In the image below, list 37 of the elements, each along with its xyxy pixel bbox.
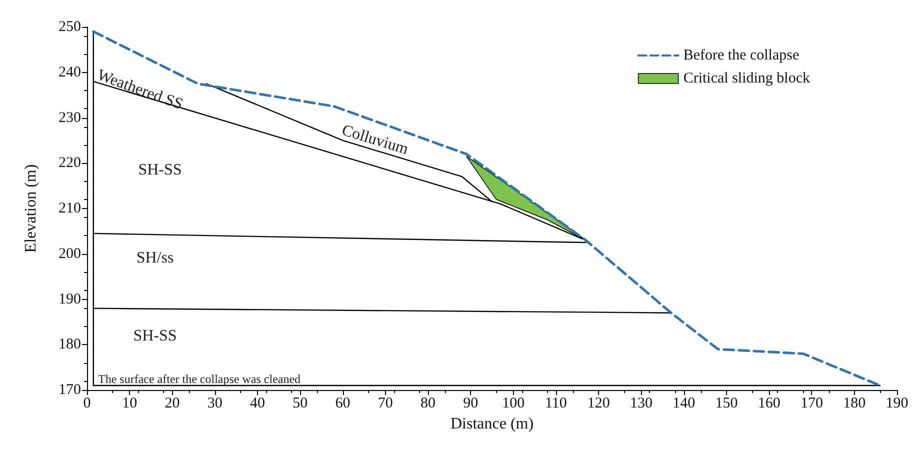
y-tick-label: 170 [58, 382, 81, 398]
x-tick-label: 40 [250, 396, 266, 412]
x-tick-label: 120 [587, 396, 610, 412]
y-axis-title: Elevation (m) [22, 164, 40, 253]
annotation: The surface after the collapse was cleaned [98, 372, 301, 386]
y-tick-label: 180 [58, 336, 81, 353]
x-tick-label: 150 [715, 396, 738, 412]
x-tick-label: 170 [800, 396, 823, 412]
x-tick-label: 90 [463, 396, 478, 412]
x-axis-title: Distance (m) [450, 415, 534, 432]
y-tick-label: 240 [58, 64, 81, 80]
x-tick-label: 160 [758, 396, 780, 412]
x-tick-label: 10 [122, 396, 138, 412]
y-tick-label: 220 [58, 155, 81, 172]
annotation: SH-SS [138, 162, 182, 178]
y-tick-label: 190 [58, 291, 81, 308]
x-tick-label: 100 [502, 396, 525, 412]
x-tick-label: 80 [420, 396, 436, 412]
x-tick-label: 0 [83, 396, 91, 412]
x-tick-label: 60 [335, 396, 350, 412]
y-tick-label: 230 [58, 110, 81, 126]
x-tick-label: 180 [843, 396, 866, 412]
x-tick-label: 140 [672, 396, 696, 412]
y-tick-label: 200 [58, 246, 81, 262]
x-tick-label: 20 [164, 396, 180, 412]
x-tick-label: 110 [544, 396, 567, 412]
legend-label: Before the collapse [683, 48, 800, 64]
x-tick-label: 70 [378, 396, 393, 412]
annotation: SH-SS [133, 328, 177, 344]
y-tick-label: 250 [58, 19, 81, 35]
y-tick-label: 210 [58, 200, 81, 216]
x-tick-label: 30 [207, 396, 222, 412]
legend-label: Critical sliding block [683, 70, 810, 86]
x-tick-label: 130 [630, 396, 652, 412]
x-tick-label: 50 [292, 396, 308, 412]
annotation: SH/ss [136, 250, 174, 266]
x-tick-label: 190 [886, 396, 908, 412]
